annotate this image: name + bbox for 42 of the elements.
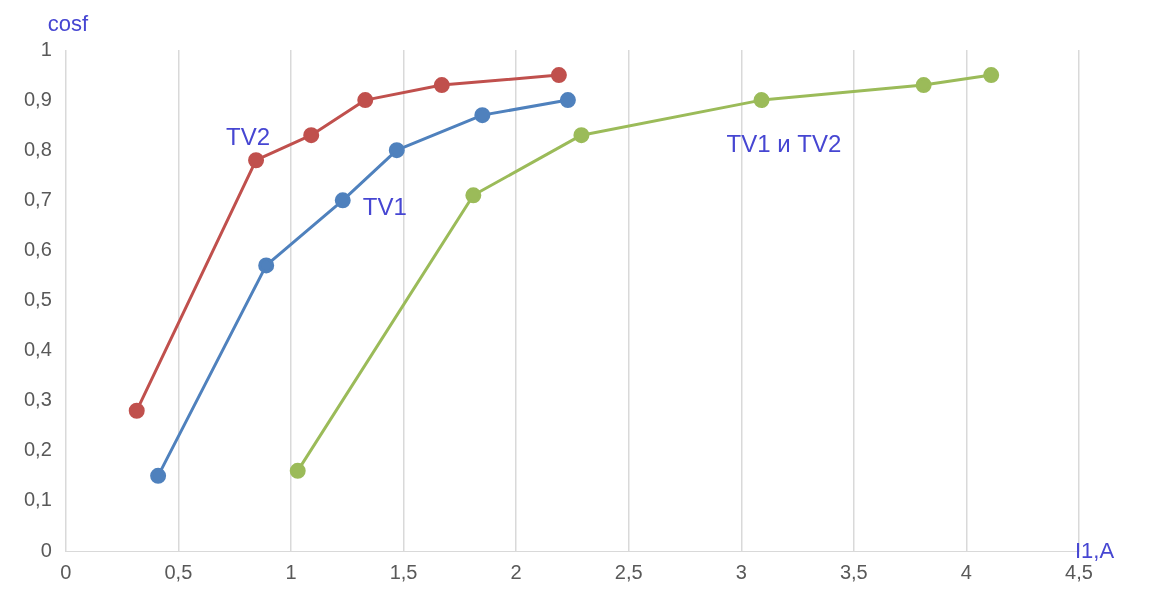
point: [915, 77, 932, 94]
point: [128, 402, 145, 419]
x-tick-label: 1: [285, 560, 297, 583]
point: [289, 462, 306, 479]
x-tick-label: 0: [60, 560, 72, 583]
x-tick-label: 2: [510, 560, 522, 583]
y-tick-label: 0,4: [23, 338, 52, 361]
x-tick-label: 3,5: [839, 560, 868, 583]
y-tick-label: 0,1: [23, 488, 52, 511]
point: [983, 67, 1000, 84]
point: [559, 92, 576, 109]
point: [474, 107, 491, 124]
point: [753, 92, 770, 109]
y-tick-label: 0,6: [23, 237, 52, 260]
y-tick-label: 0,9: [23, 87, 52, 110]
point: [573, 127, 590, 144]
x-tick-label: 3: [735, 560, 747, 583]
y-tick-label: 0,8: [23, 137, 52, 160]
series-label: TV2: [226, 122, 271, 150]
point: [303, 127, 320, 144]
y-tick-label: 0,3: [23, 388, 52, 411]
point: [357, 92, 374, 109]
series-label: TV1 и TV2: [726, 129, 842, 157]
y-axis-title: cosf: [47, 11, 90, 37]
x-tick-label: 2,5: [614, 560, 643, 583]
series-label: TV1: [362, 192, 407, 220]
x-tick-label: 0,5: [164, 560, 193, 583]
y-tick-label: 0: [40, 538, 52, 561]
point: [465, 187, 482, 204]
point: [334, 192, 351, 209]
y-tick-label: 1: [40, 37, 52, 60]
point: [388, 142, 405, 159]
y-tick-label: 0,2: [23, 438, 52, 461]
y-tick-label: 0,5: [23, 288, 52, 311]
point: [248, 152, 265, 169]
point: [433, 77, 450, 94]
x-tick-label: 4: [960, 560, 972, 583]
x-tick-label: 1,5: [389, 560, 418, 583]
point: [258, 257, 275, 274]
point: [550, 67, 567, 84]
y-tick-label: 0,7: [23, 187, 52, 210]
point: [150, 467, 167, 484]
